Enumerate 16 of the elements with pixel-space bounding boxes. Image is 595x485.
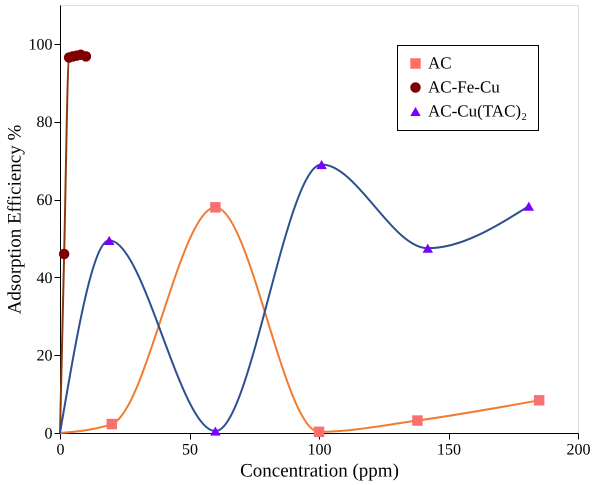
y-tick-label: 80 xyxy=(36,114,52,132)
x-axis-title: Concentration (ppm) xyxy=(240,460,399,482)
y-tick-label: 40 xyxy=(36,270,52,287)
x-tick-label: 200 xyxy=(566,442,590,458)
x-tick-label: 100 xyxy=(308,442,332,458)
y-tick-label: 100 xyxy=(28,36,52,54)
x-tick-label: 0 xyxy=(56,442,64,458)
x-tick-label: 50 xyxy=(182,442,198,458)
legend-label: AC-Fe-Cu xyxy=(428,78,500,96)
y-tick-label: 0 xyxy=(44,426,52,442)
legend-label: AC xyxy=(428,54,452,72)
x-tick-label: 150 xyxy=(437,442,461,458)
legend-label: AC-Cu(TAC)₂ xyxy=(428,102,528,120)
y-tick-label: 20 xyxy=(36,348,52,365)
y-tick-label: 60 xyxy=(36,192,52,210)
y-axis-title: Adsorption Efficiency % xyxy=(4,124,26,314)
